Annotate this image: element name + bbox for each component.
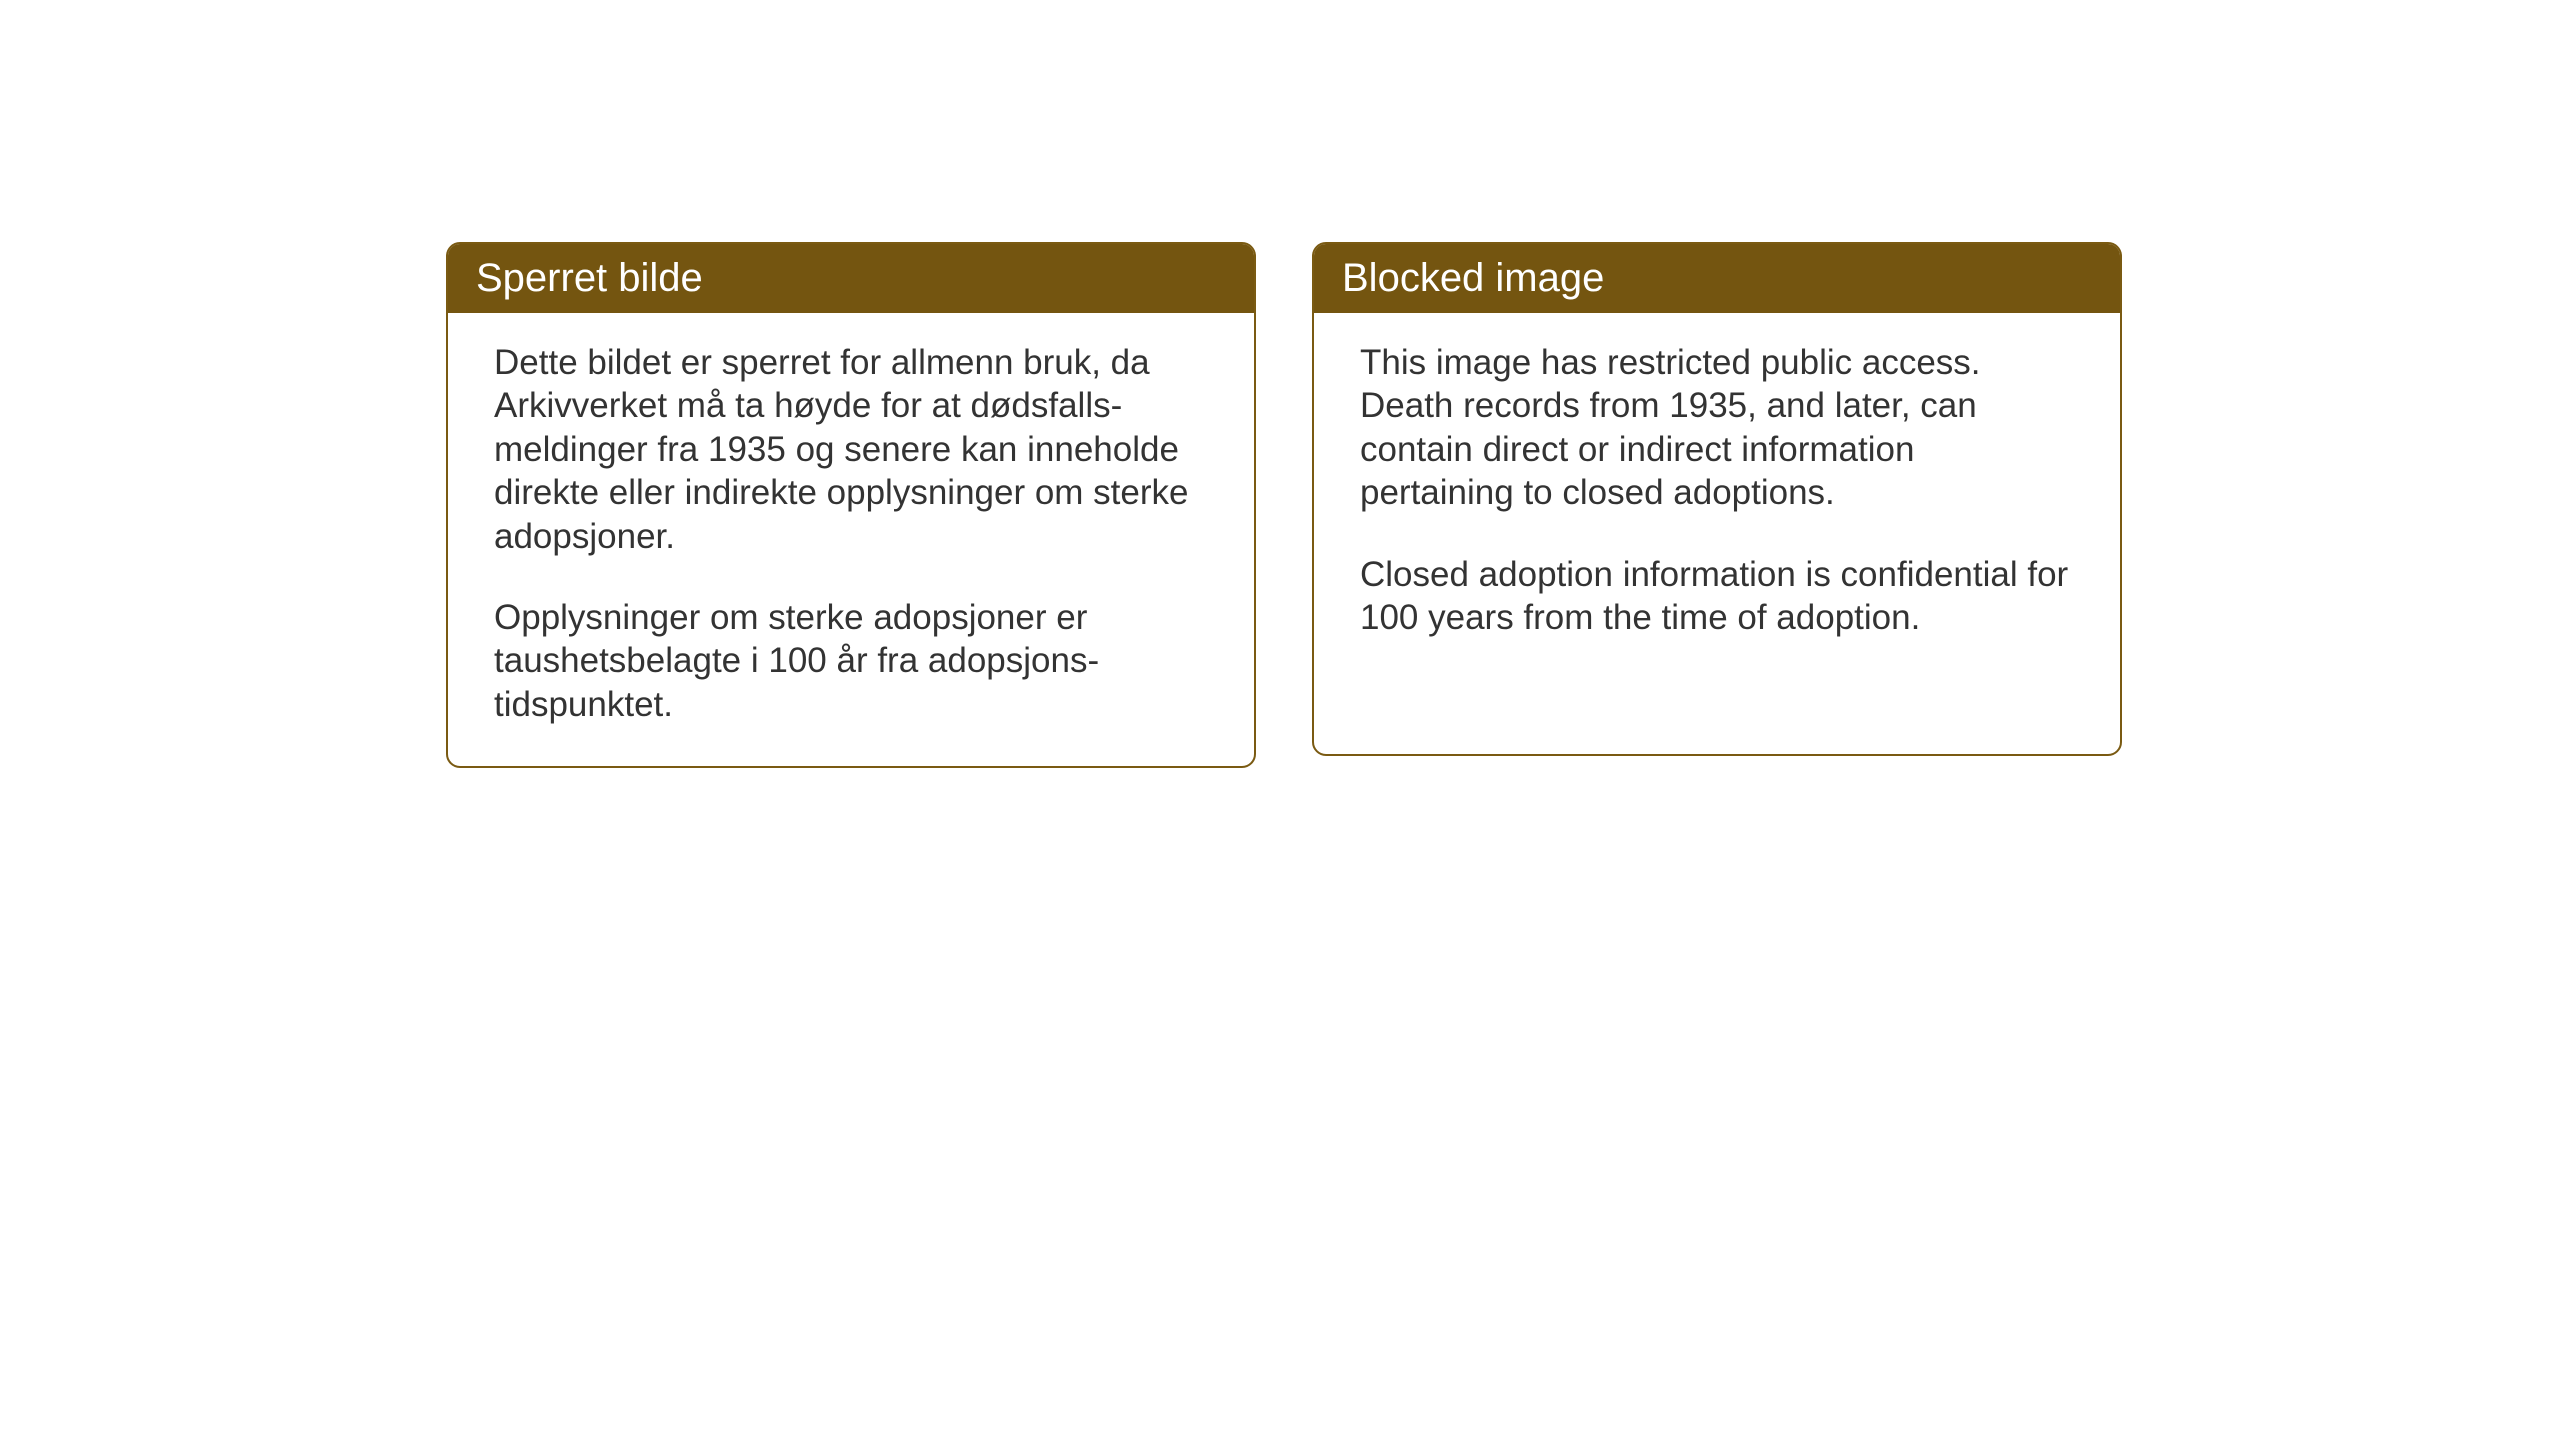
english-notice-card: Blocked image This image has restricted … [1312,242,2122,756]
english-paragraph-2: Closed adoption information is confident… [1360,553,2074,640]
norwegian-notice-card: Sperret bilde Dette bildet er sperret fo… [446,242,1256,768]
norwegian-card-body: Dette bildet er sperret for allmenn bruk… [448,313,1254,766]
norwegian-paragraph-1: Dette bildet er sperret for allmenn bruk… [494,341,1208,558]
english-paragraph-1: This image has restricted public access.… [1360,341,2074,515]
notice-cards-container: Sperret bilde Dette bildet er sperret fo… [446,242,2122,768]
norwegian-paragraph-2: Opplysninger om sterke adopsjoner er tau… [494,596,1208,726]
english-card-title: Blocked image [1314,244,2120,313]
norwegian-card-title: Sperret bilde [448,244,1254,313]
english-card-body: This image has restricted public access.… [1314,313,2120,679]
